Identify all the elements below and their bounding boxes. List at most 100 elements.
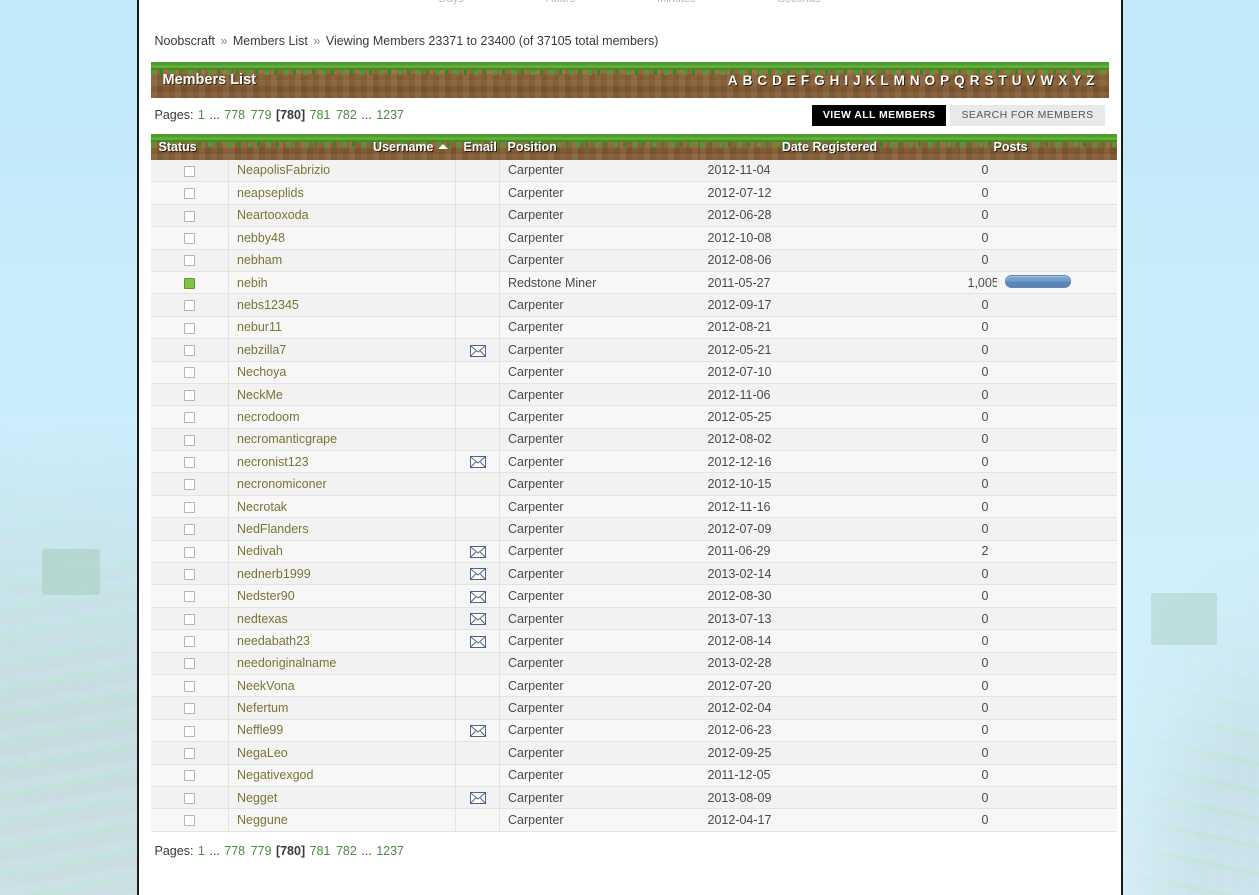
- member-profile-link[interactable]: Necrotak: [237, 499, 288, 514]
- alphabet-link-o[interactable]: O: [924, 72, 936, 88]
- pagination-page-778[interactable]: 778: [224, 843, 246, 858]
- pagination-items-bottom[interactable]: 1 ... 778 779 [780] 781 782 ... 1237: [197, 844, 405, 858]
- table-row[interactable]: necrodoom Carpenter 2012-05-25 0: [150, 405, 1117, 429]
- member-profile-link[interactable]: Nedster90: [237, 589, 295, 604]
- member-profile-link[interactable]: necromanticgrape: [237, 432, 338, 447]
- member-profile-link[interactable]: nebih: [237, 275, 268, 290]
- member-profile-link[interactable]: NedFlanders: [237, 521, 309, 536]
- column-header-position[interactable]: Position: [499, 133, 700, 160]
- alphabet-link-g[interactable]: G: [814, 72, 825, 88]
- alphabet-link-j[interactable]: J: [853, 72, 861, 88]
- pagination-page-781[interactable]: 781: [309, 108, 331, 123]
- pagination-page-1[interactable]: 1: [197, 843, 205, 858]
- column-header-posts[interactable]: Posts: [959, 133, 1117, 160]
- table-row[interactable]: Necrotak Carpenter 2012-11-16 0: [150, 495, 1117, 519]
- alphabet-link-i[interactable]: I: [844, 72, 849, 88]
- member-email-cell[interactable]: [455, 540, 500, 564]
- member-profile-link[interactable]: NeckMe: [237, 387, 283, 402]
- table-row[interactable]: nebzilla7 Carpenter 2012-05-21 0: [150, 338, 1117, 362]
- member-profile-link[interactable]: Neggune: [237, 813, 288, 828]
- breadcrumb-link-members-list[interactable]: Members List: [232, 34, 308, 48]
- member-email-cell[interactable]: [455, 562, 500, 586]
- table-row[interactable]: needabath23 Carpenter 2012-08-14 0: [150, 629, 1117, 653]
- pagination-page-779[interactable]: 779: [250, 843, 272, 858]
- alphabet-link-p[interactable]: P: [940, 72, 950, 88]
- table-row[interactable]: Nedster90 Carpenter 2012-08-30 0: [150, 584, 1117, 608]
- table-row[interactable]: neapseplids Carpenter 2012-07-12 0: [150, 181, 1117, 205]
- alphabet-link-u[interactable]: U: [1011, 72, 1022, 88]
- table-row[interactable]: nebur11 Carpenter 2012-08-21 0: [150, 316, 1117, 340]
- table-row[interactable]: necronomiconer Carpenter 2012-10-15 0: [150, 472, 1117, 496]
- alphabet-link-y[interactable]: Y: [1072, 72, 1082, 88]
- member-profile-link[interactable]: necrodoom: [237, 409, 300, 424]
- table-row[interactable]: Negget Carpenter 2013-08-09 0: [150, 786, 1117, 810]
- alphabet-link-s[interactable]: S: [984, 72, 994, 88]
- table-row[interactable]: nebih Redstone Miner 2011-05-27 1,005: [150, 271, 1117, 295]
- table-row[interactable]: nebham Carpenter 2012-08-06 0: [150, 249, 1117, 272]
- breadcrumb-link-site[interactable]: Noobscraft: [154, 34, 215, 48]
- member-email-cell[interactable]: [455, 584, 500, 608]
- member-profile-link[interactable]: Negativexgod: [237, 768, 314, 783]
- pagination-page-782[interactable]: 782: [335, 843, 357, 858]
- envelope-icon[interactable]: [469, 456, 486, 469]
- pagination-page-1237[interactable]: 1237: [376, 108, 405, 123]
- table-row[interactable]: NegaLeo Carpenter 2012-09-25 0: [150, 741, 1117, 765]
- alphabet-link-h[interactable]: H: [829, 72, 840, 88]
- alphabet-link-q[interactable]: Q: [954, 72, 965, 88]
- member-profile-link[interactable]: Nedivah: [237, 544, 283, 559]
- pagination-page-778[interactable]: 778: [224, 108, 246, 123]
- table-row[interactable]: Nedivah Carpenter 2011-06-29 2: [150, 540, 1117, 564]
- alphabet-link-b[interactable]: B: [742, 72, 753, 88]
- table-row[interactable]: NeckMe Carpenter 2012-11-06 0: [150, 383, 1117, 407]
- column-header-email[interactable]: Email: [455, 133, 500, 160]
- member-email-cell[interactable]: [455, 629, 500, 653]
- table-row[interactable]: nebs12345 Carpenter 2012-09-17 0: [150, 293, 1117, 317]
- column-header-date-registered[interactable]: Date Registered: [699, 133, 960, 160]
- alphabet-link-r[interactable]: R: [969, 72, 980, 88]
- table-row[interactable]: nedtexas Carpenter 2013-07-13 0: [150, 607, 1117, 631]
- table-row[interactable]: nebby48 Carpenter 2012-10-08 0: [150, 226, 1117, 250]
- column-header-username[interactable]: Username: [228, 133, 456, 160]
- pagination-items-top[interactable]: 1 ... 778 779 [780] 781 782 ... 1237: [197, 108, 405, 122]
- alphabet-link-l[interactable]: L: [880, 72, 889, 88]
- member-profile-link[interactable]: nednerb1999: [237, 566, 311, 581]
- view-all-members-button[interactable]: VIEW ALL MEMBERS: [811, 105, 947, 126]
- alphabet-link-z[interactable]: Z: [1086, 72, 1095, 88]
- alphabet-link-x[interactable]: X: [1058, 72, 1068, 88]
- member-profile-link[interactable]: necronist123: [237, 454, 309, 469]
- envelope-icon[interactable]: [469, 568, 486, 581]
- member-profile-link[interactable]: Negget: [237, 790, 278, 805]
- table-row[interactable]: NeekVona Carpenter 2012-07-20 0: [150, 674, 1117, 698]
- member-profile-link[interactable]: necronomiconer: [237, 477, 327, 492]
- pagination-page-779[interactable]: 779: [250, 108, 272, 123]
- envelope-icon[interactable]: [469, 725, 486, 738]
- alphabet-link-k[interactable]: K: [865, 72, 876, 88]
- member-profile-link[interactable]: needoriginalname: [237, 656, 337, 671]
- table-row[interactable]: necromanticgrape Carpenter 2012-08-02 0: [150, 428, 1117, 452]
- member-profile-link[interactable]: NegaLeo: [237, 745, 288, 760]
- pagination-page-782[interactable]: 782: [335, 108, 357, 123]
- member-profile-link[interactable]: Neartooxoda: [237, 208, 309, 223]
- table-row[interactable]: needoriginalname Carpenter 2013-02-28 0: [150, 652, 1117, 675]
- member-profile-link[interactable]: Nefertum: [237, 701, 289, 716]
- table-row[interactable]: necronist123 Carpenter 2012-12-16 0: [150, 450, 1117, 474]
- column-header-status[interactable]: Status: [150, 133, 229, 160]
- member-profile-link[interactable]: nebby48: [237, 230, 285, 245]
- table-row[interactable]: nednerb1999 Carpenter 2013-02-14 0: [150, 562, 1117, 586]
- alphabet-link-e[interactable]: E: [786, 72, 796, 88]
- envelope-icon[interactable]: [469, 344, 486, 357]
- alphabet-link-a[interactable]: A: [727, 72, 738, 88]
- member-profile-link[interactable]: needabath23: [237, 633, 310, 648]
- envelope-icon[interactable]: [469, 635, 486, 648]
- alphabet-link-c[interactable]: C: [757, 72, 768, 88]
- member-profile-link[interactable]: Neffle99: [237, 723, 284, 738]
- table-row[interactable]: Neffle99 Carpenter 2012-06-23 0: [150, 719, 1117, 743]
- alphabet-link-w[interactable]: W: [1040, 72, 1054, 88]
- member-profile-link[interactable]: NeapolisFabrizio: [237, 163, 331, 178]
- envelope-icon[interactable]: [469, 546, 486, 559]
- member-profile-link[interactable]: nedtexas: [237, 611, 288, 626]
- member-profile-link[interactable]: nebham: [237, 253, 283, 268]
- envelope-icon[interactable]: [469, 792, 486, 805]
- pagination-page-1237[interactable]: 1237: [376, 843, 405, 858]
